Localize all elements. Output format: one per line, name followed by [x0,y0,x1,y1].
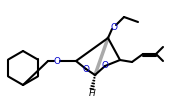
Text: O: O [54,56,61,65]
Text: H: H [89,89,95,98]
Text: O: O [83,64,90,73]
Text: O: O [101,61,108,70]
Text: O: O [110,23,117,32]
